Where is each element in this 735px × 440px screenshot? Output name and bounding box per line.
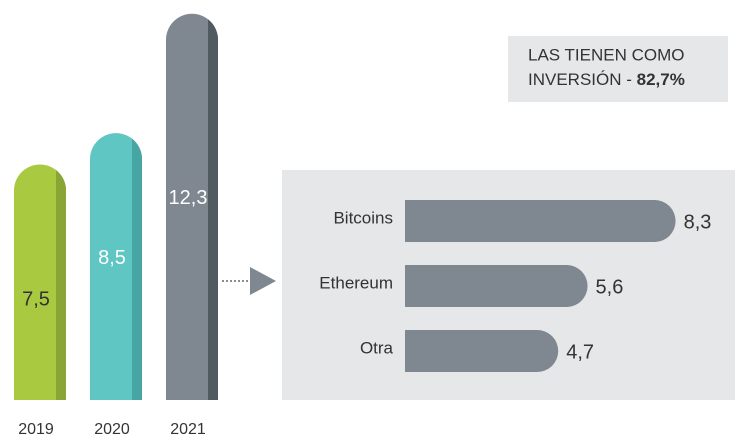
x-tick-label: 2020: [94, 421, 130, 438]
annotation-text: INVERSIÓN -: [528, 70, 637, 89]
annotation-box: [508, 36, 728, 102]
category-label: Ethereum: [319, 273, 393, 292]
arrow-head: [250, 267, 276, 295]
value-label: 5,6: [596, 276, 624, 298]
category-label: Otra: [360, 338, 394, 357]
annotation-line: LAS TIENEN COMO: [528, 45, 685, 64]
bar: [14, 164, 66, 400]
bar: [405, 330, 559, 372]
bar-shade: [208, 13, 218, 400]
bar-shade: [56, 164, 66, 400]
value-label: 4,7: [566, 341, 594, 363]
x-tick-label: 2021: [170, 421, 206, 438]
value-label: 12,3: [169, 187, 208, 209]
value-label: 8,3: [684, 211, 712, 233]
bar: [166, 13, 219, 400]
bar: [90, 133, 142, 400]
value-label: 8,5: [98, 247, 126, 269]
bar-shade: [132, 133, 142, 400]
annotation-value: 82,7%: [637, 70, 685, 89]
bar: [405, 200, 676, 242]
category-label: Bitcoins: [333, 208, 393, 227]
value-label: 7,5: [22, 289, 50, 311]
bar: [405, 265, 588, 307]
x-tick-label: 2019: [18, 421, 54, 438]
annotation-line: INVERSIÓN - 82,7%: [528, 70, 685, 89]
